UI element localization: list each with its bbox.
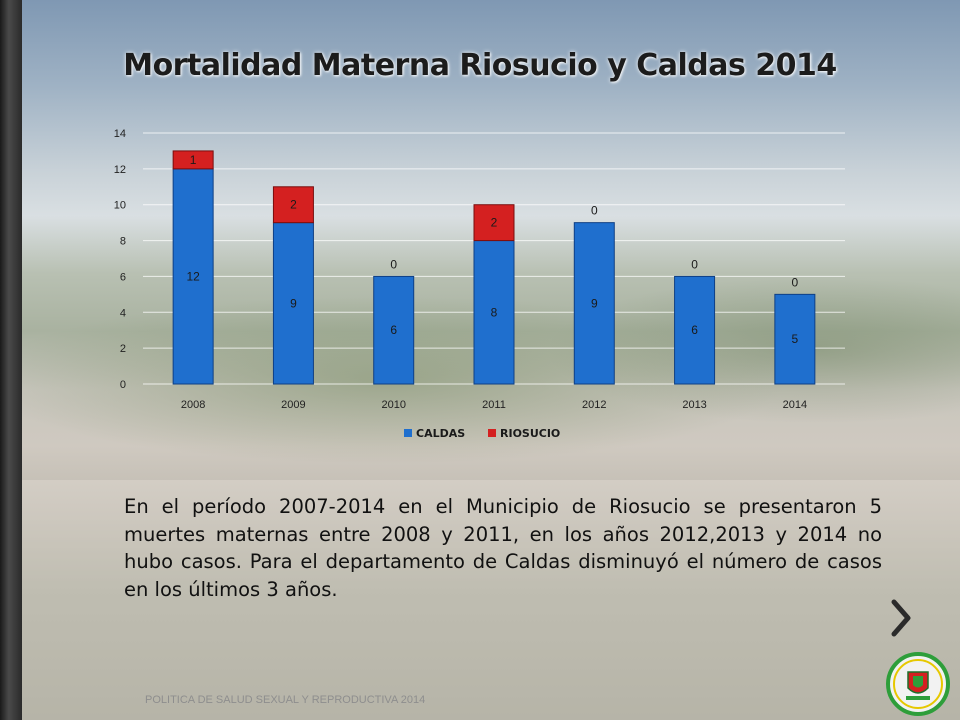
slide-paragraph: En el período 2007-2014 en el Municipio …	[124, 495, 882, 601]
y-tick-label: 8	[120, 236, 126, 248]
bar-caldas	[774, 293, 816, 385]
bar-riosucio	[272, 186, 314, 224]
bar-riosucio	[172, 150, 214, 170]
x-tick-label: 2013	[682, 399, 706, 411]
slide-title: Mortalidad Materna Riosucio y Caldas 201…	[123, 48, 837, 83]
data-label-riosucio: 0	[591, 204, 598, 218]
data-label-riosucio: 0	[792, 275, 799, 289]
y-tick-label: 0	[120, 379, 126, 391]
municipal-logo	[886, 652, 950, 716]
bar-riosucio	[473, 204, 515, 242]
slide-footer: POLITICA DE SALUD SEXUAL Y REPRODUCTIVA …	[145, 694, 426, 706]
bar-caldas	[373, 275, 415, 385]
bar-caldas	[674, 275, 716, 385]
data-label-caldas: 5	[792, 332, 799, 346]
x-tick-label: 2012	[582, 399, 606, 411]
data-label-riosucio: 0	[390, 257, 397, 271]
y-tick-label: 4	[120, 307, 126, 319]
y-tick-label: 6	[120, 271, 126, 283]
bar-caldas	[172, 168, 214, 385]
data-label-riosucio: 1	[190, 153, 197, 167]
data-label-caldas: 9	[591, 296, 598, 310]
x-tick-label: 2014	[783, 399, 807, 411]
data-label-riosucio: 0	[691, 257, 698, 271]
legend-swatch	[404, 429, 412, 437]
y-tick-label: 10	[114, 200, 126, 212]
bar-caldas	[272, 222, 314, 385]
x-tick-label: 2011	[482, 399, 506, 411]
data-label-caldas: 6	[390, 323, 397, 337]
legend-swatch	[488, 429, 496, 437]
x-tick-label: 2008	[181, 399, 205, 411]
x-tick-label: 2010	[381, 399, 405, 411]
left-decorative-strip	[0, 0, 22, 720]
data-label-riosucio: 2	[491, 216, 498, 230]
data-label-riosucio: 2	[290, 198, 297, 212]
data-label-caldas: 9	[290, 296, 297, 310]
y-tick-label: 14	[114, 128, 126, 140]
bar-caldas	[573, 222, 615, 385]
legend-label: CALDAS	[416, 427, 465, 440]
data-label-caldas: 12	[186, 269, 200, 283]
y-tick-label: 12	[114, 164, 126, 176]
x-tick-label: 2009	[281, 399, 305, 411]
chevron-right-icon[interactable]	[886, 598, 916, 638]
legend-label: RIOSUCIO	[500, 427, 560, 440]
y-tick-label: 2	[120, 343, 126, 355]
data-label-caldas: 8	[491, 305, 498, 319]
data-label-caldas: 6	[691, 323, 698, 337]
